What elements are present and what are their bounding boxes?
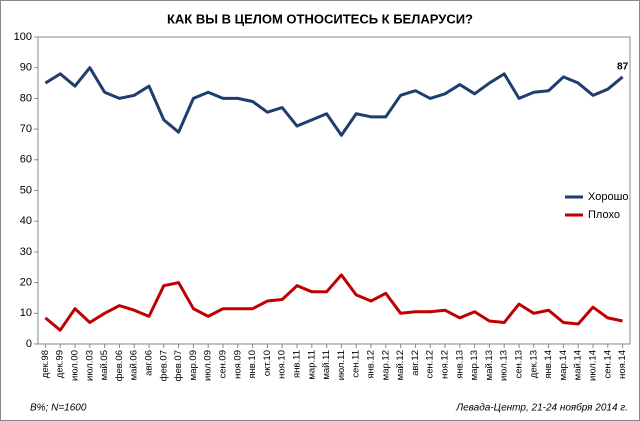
x-tick-label: дек.98 <box>40 350 51 378</box>
x-tick-label: фев.06 <box>114 350 125 381</box>
y-tick-label: 20 <box>20 277 32 289</box>
y-tick-label: 90 <box>20 62 32 74</box>
x-tick-label: май.13 <box>484 350 495 380</box>
x-tick-label: июл.13 <box>499 350 510 381</box>
data-label: 87 <box>617 62 629 73</box>
x-tick-label: июл.09 <box>203 350 214 381</box>
x-tick-label: сен.09 <box>218 350 229 379</box>
y-tick-label: 40 <box>20 215 32 227</box>
x-tick-label: янв.10 <box>247 350 258 379</box>
x-tick-label: июл.14 <box>588 350 599 381</box>
legend-label: Хорошо <box>588 191 629 203</box>
y-tick-label: 60 <box>20 154 32 166</box>
x-tick-label: фев.07 <box>158 350 169 381</box>
x-tick-label: май.11 <box>321 350 332 380</box>
chart-title: КАК ВЫ В ЦЕЛОМ ОТНОСИТЕСЬ К БЕЛАРУСИ? <box>167 11 473 26</box>
x-tick-label: сен.11 <box>351 350 362 378</box>
x-tick-label: мар.14 <box>558 350 569 380</box>
y-tick-label: 30 <box>20 246 32 258</box>
x-tick-label: дек.13 <box>528 350 539 378</box>
x-tick-label: май.12 <box>395 350 406 380</box>
x-tick-label: май.14 <box>573 350 584 380</box>
x-tick-label: мар.09 <box>188 350 199 380</box>
x-tick-label: ноя.12 <box>440 350 451 379</box>
x-tick-label: ноя.10 <box>277 350 288 379</box>
x-tick-label: мар.12 <box>380 350 391 380</box>
y-tick-label: 100 <box>14 31 32 43</box>
x-tick-label: сен.13 <box>514 350 525 379</box>
x-tick-label: янв.14 <box>543 350 554 379</box>
legend-label: Плохо <box>588 209 620 221</box>
x-tick-label: авг.06 <box>144 350 155 376</box>
x-tick-label: июл.03 <box>84 350 95 381</box>
x-tick-label: июл.00 <box>70 350 81 381</box>
footnote: Левада-Центр, 21-24 ноября 2014 г. <box>455 402 628 414</box>
x-tick-label: май.05 <box>99 350 110 380</box>
x-tick-label: июл.11 <box>336 350 347 380</box>
x-tick-label: май.06 <box>129 350 140 380</box>
x-tick-label: сен.14 <box>602 350 613 379</box>
x-tick-label: мар.13 <box>469 350 480 380</box>
x-tick-label: окт.10 <box>262 350 273 376</box>
y-tick-label: 10 <box>20 307 32 319</box>
y-tick-label: 0 <box>26 338 32 350</box>
series-line <box>44 273 623 332</box>
x-tick-label: дек.99 <box>55 350 66 378</box>
x-tick-label: янв.11 <box>292 350 303 378</box>
footnote: В%; N=1600 <box>30 403 87 414</box>
y-tick-label: 80 <box>20 92 32 104</box>
x-tick-label: мар.11 <box>306 350 317 380</box>
x-tick-label: янв.13 <box>454 350 465 379</box>
x-tick-label: ноя.09 <box>232 350 243 379</box>
x-tick-label: сен.12 <box>425 350 436 379</box>
x-tick-label: авг.12 <box>410 350 421 376</box>
y-tick-label: 70 <box>20 123 32 135</box>
y-tick-label: 50 <box>20 184 32 196</box>
x-tick-label: ноя.14 <box>617 350 628 379</box>
series-line <box>44 66 624 137</box>
x-tick-label: фев.07 <box>173 350 184 381</box>
x-tick-label: янв.12 <box>366 350 377 379</box>
